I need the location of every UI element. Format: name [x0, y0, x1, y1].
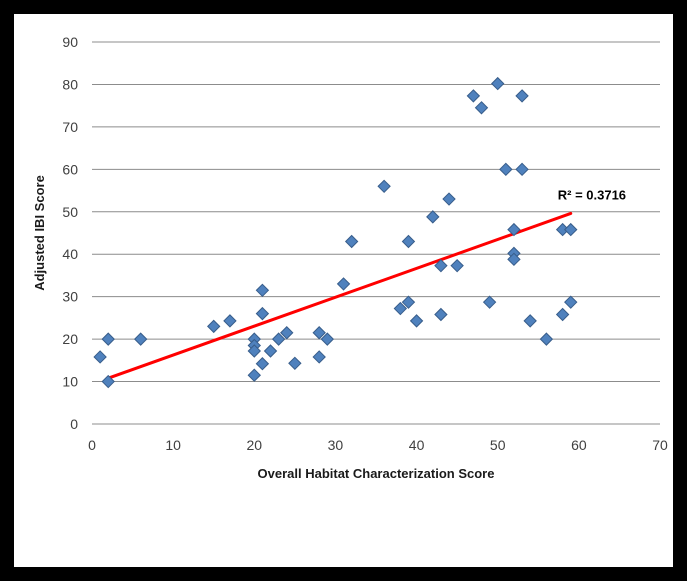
data-point [442, 192, 456, 206]
data-point [247, 368, 261, 382]
gridlines [92, 41, 660, 425]
x-tick-label: 40 [409, 437, 425, 453]
data-point [223, 314, 237, 328]
data-point [255, 306, 270, 321]
data-point [336, 277, 351, 291]
data-point [564, 222, 578, 237]
data-point [523, 314, 537, 328]
data-point [280, 326, 294, 340]
data-point [555, 307, 570, 322]
data-point [207, 319, 221, 334]
data-point [271, 332, 286, 346]
y-tick-label: 0 [70, 416, 78, 432]
data-point [482, 295, 497, 309]
data-point [320, 332, 335, 346]
x-tick-label: 60 [571, 437, 587, 453]
y-axis-ticks: 0 10 20 30 40 50 60 70 80 90 [62, 34, 78, 432]
y-tick-label: 60 [62, 161, 78, 177]
x-tick-label: 30 [328, 437, 344, 453]
y-tick-label: 50 [62, 204, 78, 220]
x-tick-label: 20 [246, 437, 262, 453]
y-tick-label: 70 [62, 119, 78, 135]
y-tick-label: 30 [62, 289, 78, 305]
data-point [377, 179, 391, 194]
x-tick-label: 10 [165, 437, 181, 453]
x-tick-label: 0 [88, 437, 96, 453]
data-point [515, 162, 529, 177]
data-point [255, 283, 270, 298]
data-point [499, 162, 513, 177]
y-tick-label: 90 [62, 34, 78, 50]
y-tick-label: 20 [62, 331, 78, 347]
data-point [426, 210, 440, 224]
y-tick-label: 10 [62, 374, 78, 390]
data-point [507, 252, 521, 267]
data-point [434, 307, 448, 322]
y-axis-title: Adjusted IBI Score [32, 175, 47, 291]
data-point [288, 356, 302, 371]
data-point [344, 234, 359, 249]
x-axis-title: Overall Habitat Characterization Score [258, 466, 495, 481]
data-point [434, 258, 448, 273]
data-point [255, 357, 270, 371]
data-point [312, 350, 326, 364]
data-point [564, 295, 578, 309]
data-point [101, 332, 115, 346]
r-squared-annotation: R² = 0.3716 [558, 187, 626, 202]
x-tick-label: 50 [490, 437, 506, 453]
data-point [450, 258, 464, 273]
data-point [393, 301, 408, 316]
chart-area: 0 10 20 30 40 50 60 70 80 90 0 10 20 30 40 50 60 70 Over… [14, 14, 673, 567]
data-point [101, 374, 115, 389]
data-point [401, 295, 416, 309]
data-point [539, 332, 554, 346]
data-point [409, 314, 424, 328]
data-point [263, 344, 278, 358]
data-point [515, 89, 529, 103]
data-point [312, 326, 326, 340]
y-tick-label: 40 [62, 246, 78, 262]
data-point [93, 350, 107, 364]
y-tick-label: 80 [62, 76, 78, 92]
data-point [247, 344, 261, 358]
data-point [491, 76, 505, 91]
data-point [507, 222, 521, 237]
trendline [106, 211, 573, 380]
x-axis-ticks: 0 10 20 30 40 50 60 70 [88, 437, 668, 453]
data-points [93, 76, 578, 389]
data-point [401, 234, 416, 249]
data-point [133, 332, 148, 346]
scatter-chart: 0 10 20 30 40 50 60 70 80 90 0 10 20 30 40 50 60 70 Over… [32, 34, 668, 481]
data-point [466, 89, 481, 103]
x-tick-label: 70 [652, 437, 668, 453]
trendline-group [106, 211, 573, 380]
data-point [474, 101, 489, 115]
